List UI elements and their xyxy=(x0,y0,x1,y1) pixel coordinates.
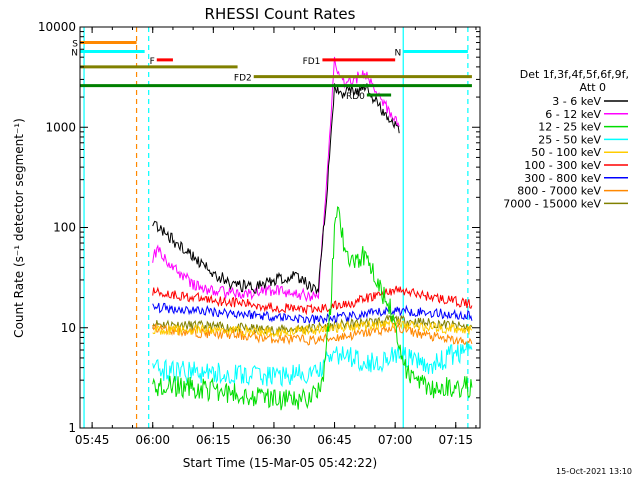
legend: Det 1f,3f,4f,5f,6f,9f, Att 0 3 - 6 keV6 … xyxy=(503,68,629,210)
x-tick-label-4: 06:45 xyxy=(317,433,352,447)
legend-label-1: 6 - 12 keV xyxy=(545,108,601,121)
y-tick-label-4: 10000 xyxy=(38,20,76,34)
series-line-6 xyxy=(152,302,473,325)
legend-label-0: 3 - 6 keV xyxy=(552,95,601,108)
x-tick-label-2: 06:15 xyxy=(196,433,231,447)
axes: 05:45 06:00 06:15 06:30 06:45 07:00 07:15 1 10 10… xyxy=(38,20,480,447)
flag-label-2: N xyxy=(394,48,401,58)
flag-label-6: FD2 xyxy=(234,74,252,84)
x-tick-label-3: 06:30 xyxy=(257,433,292,447)
series-line-3 xyxy=(152,341,473,388)
legend-header-line-1: Det 1f,3f,4f,5f,6f,9f, xyxy=(520,68,629,81)
legend-label-7: 800 - 7000 keV xyxy=(517,185,601,198)
legend-label-4: 50 - 100 keV xyxy=(531,146,601,159)
y-tick-label-1: 10 xyxy=(61,321,76,335)
y-tick-label-3: 1000 xyxy=(45,120,76,134)
legend-label-2: 12 - 25 keV xyxy=(538,121,601,134)
timestamp-stamp: 15-Oct-2021 13:10 xyxy=(556,467,632,476)
x-tick-label-1: 06:00 xyxy=(135,433,170,447)
flag-label-0: S xyxy=(72,40,78,50)
y-tick-label-2: 100 xyxy=(53,221,76,235)
flag-label-3: F xyxy=(150,57,155,67)
flag-label-8: RD0 xyxy=(346,92,365,102)
legend-header-line-2: Att 0 xyxy=(580,81,606,94)
x-axis-label: Start Time (15-Mar-05 05:42:22) xyxy=(183,456,377,470)
chart-title: RHESSI Count Rates xyxy=(205,5,356,23)
legend-label-3: 25 - 50 keV xyxy=(538,133,601,146)
x-tick-label-6: 07:15 xyxy=(438,433,473,447)
series-line-7 xyxy=(152,322,473,348)
legend-label-8: 7000 - 15000 keV xyxy=(503,197,601,210)
legend-label-5: 100 - 300 keV xyxy=(524,159,601,172)
series-line-2 xyxy=(152,206,473,411)
y-axis-label: Count Rate (s⁻¹ detector segment⁻¹) xyxy=(12,118,26,338)
legend-label-6: 300 - 800 keV xyxy=(524,172,601,185)
x-tick-label-5: 07:00 xyxy=(378,433,413,447)
y-tick-label-0: 1 xyxy=(68,421,76,435)
x-tick-label-0: 05:45 xyxy=(75,433,110,447)
series-line-5 xyxy=(152,285,473,316)
series-line-4 xyxy=(152,318,473,338)
series-line-0 xyxy=(152,83,400,294)
flag-label-4: FD1 xyxy=(303,57,321,67)
series-line-1 xyxy=(152,56,400,303)
flag-label-1: N xyxy=(71,48,78,58)
